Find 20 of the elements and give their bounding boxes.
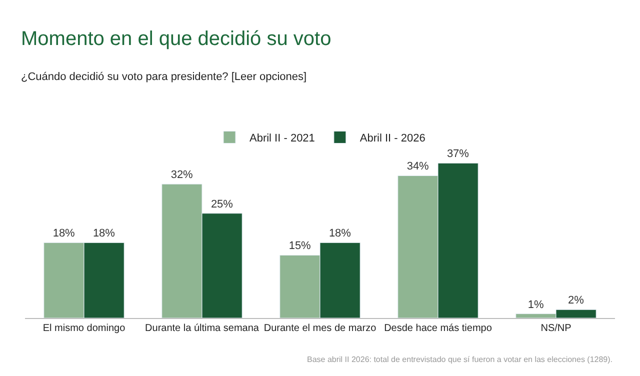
data-label: 2%: [568, 294, 584, 307]
data-label: 25%: [210, 198, 234, 210]
data-label: 18%: [52, 228, 76, 240]
data-label: 34%: [406, 160, 430, 173]
x-tick-label: Durante la última semana: [145, 323, 260, 334]
data-label: 18%: [92, 228, 116, 240]
x-tick-label: Durante el mes de marzo: [264, 323, 377, 334]
chart-title: Momento en el que decidió su voto: [21, 28, 332, 50]
legend-label: Abril II - 2021: [250, 132, 315, 145]
chart-subtitle: ¿Cuándo decidió su voto para presidente? [Leer opciones]: [21, 71, 307, 83]
x-tick-label: El mismo domingo: [42, 323, 126, 334]
data-label: 32%: [170, 169, 194, 182]
x-tick-label: Desde hace más tiempo: [384, 323, 492, 334]
data-label: 15%: [288, 240, 312, 252]
data-label: 18%: [328, 228, 352, 240]
text: Base abril II 2026: total de entrevistado que sí fueron a votar en las elecciones (1289).: [307, 355, 613, 364]
x-tick-label: NS/NP: [540, 323, 572, 334]
legend-label: Abril II - 2026: [360, 132, 426, 145]
data-label: 37%: [446, 148, 470, 160]
data-label: 1%: [528, 298, 544, 311]
